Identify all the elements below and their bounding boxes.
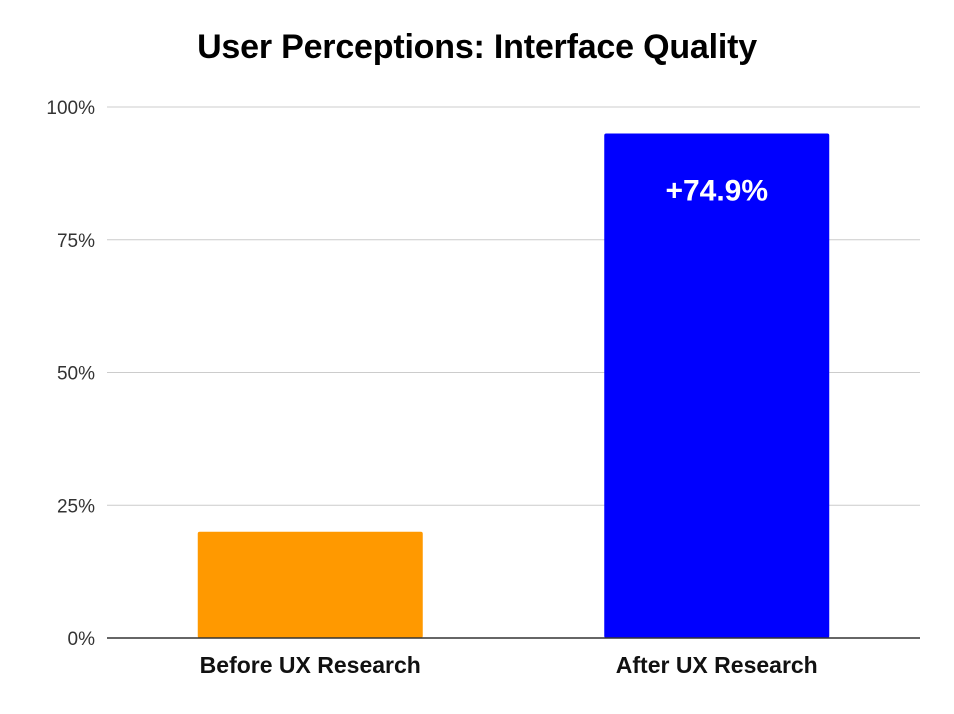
y-tick-label: 75% bbox=[57, 231, 95, 252]
bar-before-ux-research bbox=[197, 531, 423, 638]
x-category-label: After UX Research bbox=[616, 652, 818, 678]
y-tick-label: 25% bbox=[57, 496, 95, 517]
y-tick-label: 0% bbox=[68, 629, 96, 650]
bar-data-labels: +74.9% bbox=[665, 175, 768, 208]
y-tick-label: 50% bbox=[57, 364, 95, 385]
bar-after-ux-research bbox=[604, 133, 830, 639]
x-axis-category-labels: Before UX Research After UX Research bbox=[200, 652, 818, 678]
y-axis-tick-labels: 0% 25% 50% 75% 100% bbox=[46, 98, 95, 650]
bar-data-label: +74.9% bbox=[665, 175, 768, 208]
y-tick-label: 100% bbox=[46, 98, 95, 119]
chart-title: User Perceptions: Interface Quality bbox=[197, 28, 757, 66]
x-category-label: Before UX Research bbox=[200, 652, 421, 678]
bars bbox=[197, 133, 830, 639]
